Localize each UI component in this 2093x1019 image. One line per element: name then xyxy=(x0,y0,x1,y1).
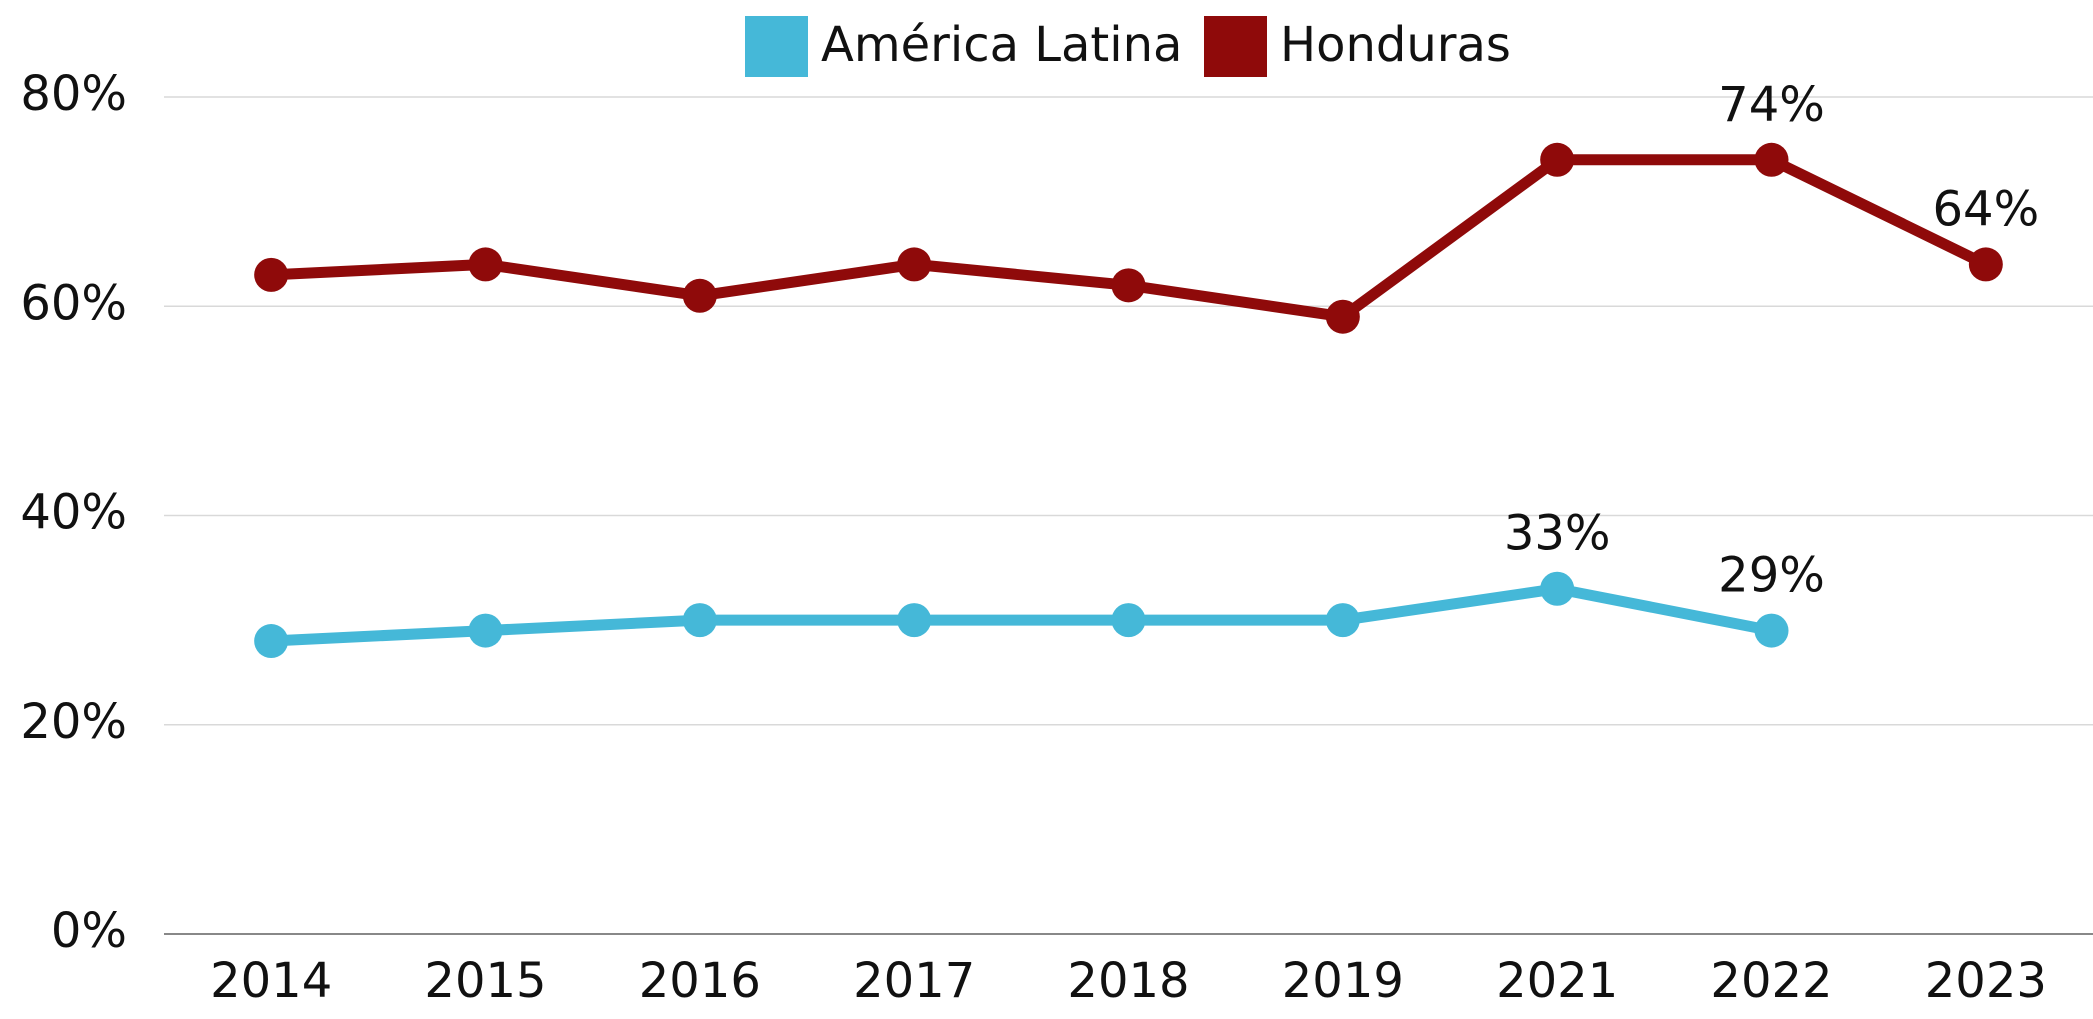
x-tick-label: 2016 xyxy=(639,953,761,1009)
point xyxy=(254,257,289,292)
x-tick-label: 2015 xyxy=(424,953,546,1009)
point xyxy=(682,603,717,638)
point xyxy=(682,278,717,313)
point xyxy=(1754,613,1789,648)
y-tick-label: 0% xyxy=(51,903,127,959)
legend-swatch xyxy=(1204,16,1267,77)
data-label: 64% xyxy=(1932,181,2039,237)
y-tick-label: 40% xyxy=(20,485,127,541)
point xyxy=(1540,571,1575,606)
x-tick-label: 2018 xyxy=(1067,953,1189,1009)
x-tick-label: 2021 xyxy=(1496,953,1618,1009)
point xyxy=(254,624,289,659)
point xyxy=(1540,142,1575,177)
point xyxy=(897,247,932,282)
point xyxy=(1111,603,1146,638)
legend-label: América Latina xyxy=(821,17,1182,73)
point xyxy=(468,613,503,648)
point xyxy=(1968,247,2003,282)
x-tick-label: 2014 xyxy=(210,953,332,1009)
point xyxy=(1325,603,1360,638)
x-tick-label: 2022 xyxy=(1710,953,1832,1009)
y-tick-label: 60% xyxy=(20,275,127,331)
legend-label: Honduras xyxy=(1280,17,1511,73)
point xyxy=(468,247,503,282)
y-tick-label: 20% xyxy=(20,694,127,750)
y-tick-label: 80% xyxy=(20,66,127,122)
data-label: 33% xyxy=(1504,506,1611,562)
x-tick-label: 2023 xyxy=(1925,953,2047,1009)
point xyxy=(1111,268,1146,303)
point xyxy=(1325,299,1360,334)
point xyxy=(1754,142,1789,177)
x-tick-label: 2019 xyxy=(1282,953,1404,1009)
data-label: 74% xyxy=(1718,77,1825,133)
point xyxy=(897,603,932,638)
series-line xyxy=(270,583,1773,647)
x-tick-label: 2017 xyxy=(853,953,975,1009)
data-label: 29% xyxy=(1718,548,1825,604)
legend-swatch xyxy=(745,16,808,77)
